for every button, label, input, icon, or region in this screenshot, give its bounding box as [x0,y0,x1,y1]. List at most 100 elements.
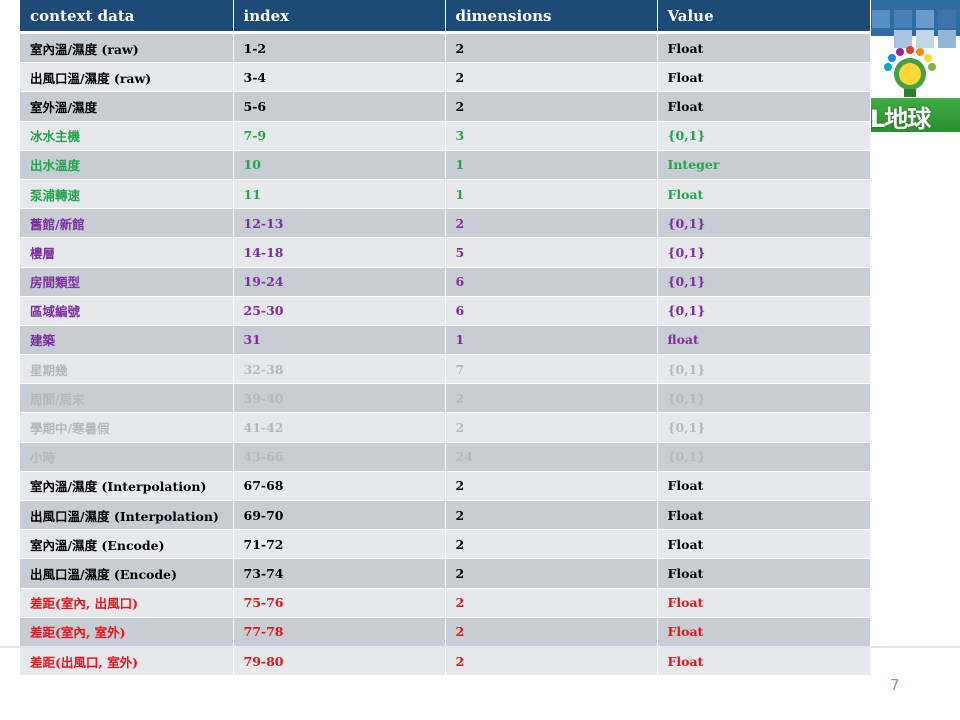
cell-dimensions: 5 [445,237,658,268]
cell-value: Float [657,588,871,618]
cell-dimensions: 2 [445,383,658,414]
cell-index: 32-38 [233,354,446,385]
cell-dimensions: 1 [445,325,658,356]
cell-context-data: 區域編號 [20,296,234,326]
table-row: 學期中/寒暑假 41-42 2 {0,1} [20,412,871,443]
cell-dimensions: 2 [445,529,658,560]
cell-context-data: 舊館/新館 [20,208,234,239]
cell-value: {0,1} [657,442,871,472]
cell-value: Float [657,529,871,560]
table-row: 差距(室內, 出風口) 75-76 2 Float [20,588,871,618]
table-row: 小時 43-66 24 {0,1} [20,442,871,472]
cell-index: 77-78 [233,617,446,647]
cell-context-data: 出水溫度 [20,150,234,180]
cell-value: {0,1} [657,383,871,414]
cell-dimensions: 2 [445,412,658,443]
table-row: 建築 31 1 float [20,325,871,356]
cell-index: 10 [233,150,446,180]
cell-value: {0,1} [657,208,871,239]
cell-dimensions: 2 [445,32,658,64]
cell-context-data: 泵浦轉速 [20,179,234,210]
cell-context-data: 室內溫/濕度 (Interpolation) [20,471,234,502]
cell-value: Float [657,91,871,122]
table-row: 出風口溫/濕度 (Interpolation) 69-70 2 Float [20,500,871,531]
page-number: 7 [890,676,900,694]
cell-index: 1-2 [233,32,446,64]
cell-value: Float [657,32,871,64]
context-data-table: context data index dimensions Value 室內溫/… [20,0,871,677]
cell-context-data: 房間類型 [20,267,234,297]
cell-index: 43-66 [233,442,446,472]
cell-context-data: 出風口溫/濕度 (raw) [20,62,234,93]
table-row: 樓層 14-18 5 {0,1} [20,237,871,268]
table-row: 室內溫/濕度 (Encode) 71-72 2 Float [20,529,871,560]
cell-dimensions: 2 [445,208,658,239]
cell-index: 71-72 [233,529,446,560]
table-row: 出風口溫/濕度 (raw) 3-4 2 Float [20,62,871,93]
cell-index: 14-18 [233,237,446,268]
cell-dimensions: 1 [445,179,658,210]
cell-index: 73-74 [233,558,446,589]
cell-context-data: 周間/周末 [20,383,234,414]
cell-value: Float [657,558,871,589]
globe-lightbulb-icon [884,46,936,97]
cell-context-data: 出風口溫/濕度 (Interpolation) [20,500,234,531]
cell-dimensions: 7 [445,354,658,385]
header-context-data: context data [20,0,234,34]
header-index: index [233,0,446,34]
cell-context-data: 差距(室內, 室外) [20,617,234,647]
table-row: 泵浦轉速 11 1 Float [20,179,871,210]
cell-dimensions: 2 [445,471,658,502]
table-body: 室內溫/濕度 (raw) 1-2 2 Float 出風口溫/濕度 (raw) 3-4 2 Fl… [20,32,871,677]
cell-index: 5-6 [233,91,446,122]
cell-context-data: 冰水主機 [20,121,234,151]
cell-value: Float [657,179,871,210]
table-row: 出水溫度 10 1 Integer [20,150,871,180]
cell-dimensions: 6 [445,267,658,297]
table-row: 房間類型 19-24 6 {0,1} [20,267,871,297]
cell-value: {0,1} [657,296,871,326]
cell-value: {0,1} [657,237,871,268]
cell-index: 69-70 [233,500,446,531]
table-row: 星期幾 32-38 7 {0,1} [20,354,871,385]
decorative-squares [872,10,956,48]
cell-index: 79-80 [233,646,446,677]
cell-dimensions: 3 [445,121,658,151]
table-row: 出風口溫/濕度 (Encode) 73-74 2 Float [20,558,871,589]
cell-context-data: 小時 [20,442,234,472]
table-header-row: context data index dimensions Value [20,0,871,34]
cell-value: Integer [657,150,871,180]
cell-value: Float [657,471,871,502]
cell-dimensions: 2 [445,646,658,677]
cell-context-data: 建築 [20,325,234,356]
cell-index: 19-24 [233,267,446,297]
cell-dimensions: 2 [445,500,658,531]
cell-index: 39-40 [233,383,446,414]
cell-value: Float [657,500,871,531]
header-dimensions: dimensions [445,0,658,34]
cell-dimensions: 2 [445,558,658,589]
table-row: 舊館/新館 12-13 2 {0,1} [20,208,871,239]
cell-index: 67-68 [233,471,446,502]
cell-context-data: 樓層 [20,237,234,268]
cell-context-data: 學期中/寒暑假 [20,412,234,443]
table-row: 室內溫/濕度 (Interpolation) 67-68 2 Float [20,471,871,502]
cell-index: 41-42 [233,412,446,443]
cell-dimensions: 2 [445,617,658,647]
cell-context-data: 室內溫/濕度 (Encode) [20,529,234,560]
cell-value: Float [657,617,871,647]
header-value: Value [657,0,871,34]
cell-index: 7-9 [233,121,446,151]
cell-context-data: 差距(室內, 出風口) [20,588,234,618]
cell-value: Float [657,62,871,93]
cell-context-data: 星期幾 [20,354,234,385]
cell-index: 31 [233,325,446,356]
cell-index: 12-13 [233,208,446,239]
cell-value: {0,1} [657,412,871,443]
cell-index: 3-4 [233,62,446,93]
cell-context-data: 室外溫/濕度 [20,91,234,122]
table-row: 差距(室內, 室外) 77-78 2 Float [20,617,871,647]
footer-divider [0,646,960,648]
cell-context-data: 差距(出風口, 室外) [20,646,234,677]
cell-dimensions: 24 [445,442,658,472]
